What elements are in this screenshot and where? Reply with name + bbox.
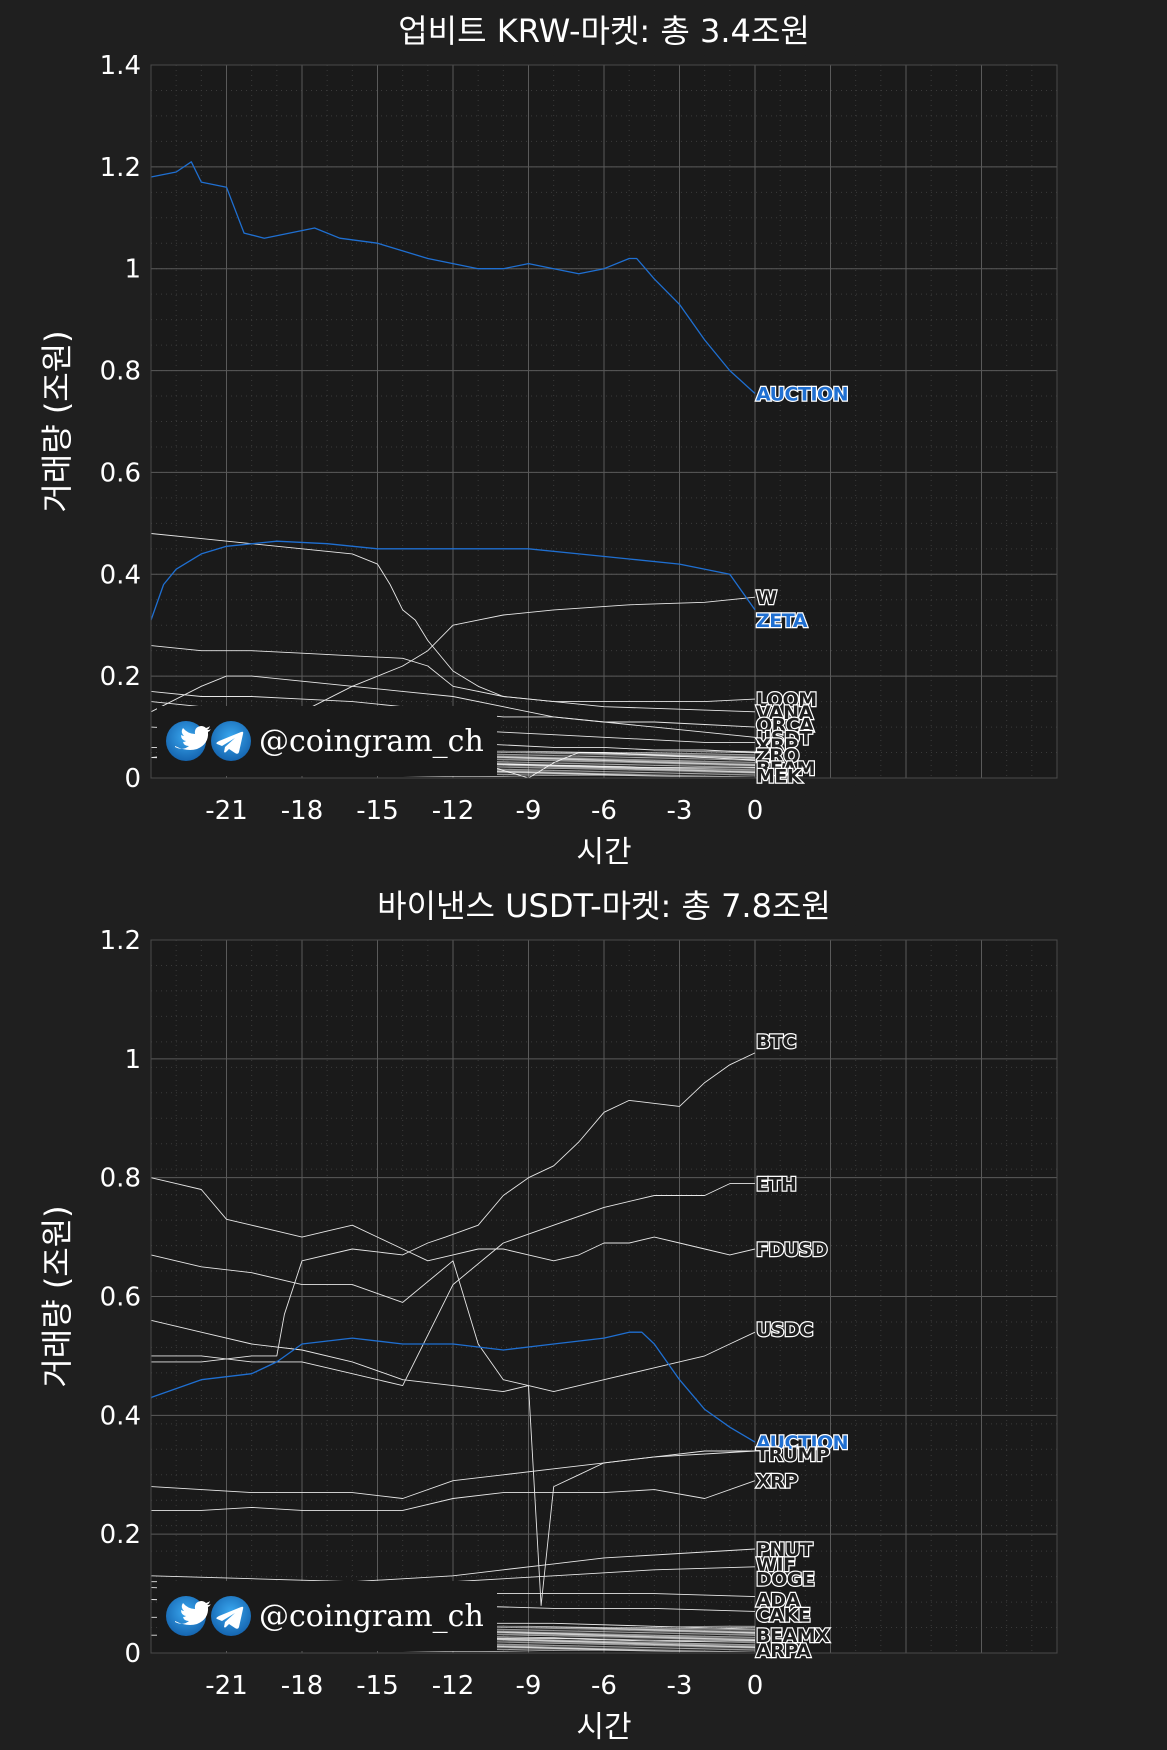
series-label-usdt: USDT <box>756 727 812 749</box>
series-label-btc: BTC <box>756 1031 796 1053</box>
series-label-arpa: ARPA <box>756 1640 811 1662</box>
x-tick-label: -21 <box>205 1671 247 1701</box>
chart-title: 바이낸스 USDT-마켓: 총 7.8조원 <box>377 887 831 925</box>
y-tick-label: 0.6 <box>100 458 141 488</box>
series-line-usdt <box>150 675 756 738</box>
x-tick-label: -15 <box>356 1671 398 1701</box>
chart-title: 업비트 KRW-마켓: 총 3.4조원 <box>398 12 810 50</box>
y-tick-label: 0 <box>124 764 141 794</box>
x-tick-label: -6 <box>591 796 617 826</box>
y-tick-label: 0.2 <box>100 1520 141 1550</box>
series-label-cake: CAKE <box>756 1604 810 1626</box>
series-line-zeta <box>150 540 756 621</box>
axes-frame <box>150 939 1058 1654</box>
series-label-eth: ETH <box>756 1174 796 1196</box>
series-label-auction: AUCTION <box>756 383 848 405</box>
series-line-usdc <box>150 1254 756 1393</box>
x-tick-label: 0 <box>747 796 764 826</box>
x-tick-label: -18 <box>281 1671 323 1701</box>
x-tick-label: -6 <box>591 1671 617 1701</box>
x-tick-label: -12 <box>432 796 474 826</box>
series-line-vana <box>150 645 756 713</box>
x-tick-label: 0 <box>747 1671 764 1701</box>
twitter-icon[interactable] <box>166 721 211 761</box>
x-tick-label: -9 <box>516 1671 542 1701</box>
y-tick-label: 0.4 <box>100 1401 141 1431</box>
y-tick-label: 0.2 <box>100 662 141 692</box>
y-tick-label: 0.6 <box>100 1283 141 1313</box>
series-label-fdusd: FDUSD <box>756 1239 827 1261</box>
x-tick-label: -9 <box>516 796 542 826</box>
series-label-pnut: PNUT <box>756 1539 813 1561</box>
telegram-icon[interactable] <box>211 721 251 761</box>
x-tick-label: -15 <box>356 796 398 826</box>
series-line-xrp <box>150 1450 755 1499</box>
series-line-auction <box>150 161 756 394</box>
series-label-mek: MEK <box>756 765 803 787</box>
y-tick-label: 1.4 <box>100 51 141 81</box>
y-tick-label: 1.2 <box>100 153 141 183</box>
series-label-xrp: XRP <box>756 735 798 757</box>
series-label-auction: AUCTION <box>756 1432 848 1454</box>
axes-frame <box>150 64 1058 779</box>
series-label-usdc: USDC <box>756 1319 813 1341</box>
y-tick-label: 0.8 <box>100 357 141 387</box>
tick-labels: 0 0.2 0.4 0.6 0.8 1 1.2 1.4 -21 -18 -15 -12 -9 -6 -3 0 <box>100 51 764 826</box>
x-tick-label: -3 <box>667 796 693 826</box>
series-label-doge: DOGE <box>756 1569 815 1591</box>
twitter-icon[interactable] <box>166 1596 211 1636</box>
watermark[interactable]: @coingram_ch <box>157 1581 497 1651</box>
x-tick-label: -3 <box>667 1671 693 1701</box>
series-label-beam: BEAM <box>756 758 815 780</box>
watermark-handle: @coingram_ch <box>259 724 484 759</box>
x-tick-label: -18 <box>281 796 323 826</box>
series-label-zro: ZRO <box>756 745 799 767</box>
series-line-btc <box>151 1052 756 1363</box>
series-label-orca: ORCA <box>756 715 814 737</box>
series-line-fdusd <box>150 1177 756 1262</box>
series-label-loom: LOOM <box>756 689 817 711</box>
series-label-trump: TRUMP <box>756 1444 830 1466</box>
watermark-handle: @coingram_ch <box>259 1599 484 1634</box>
series-line-auction <box>150 1331 756 1443</box>
x-tick-label: -21 <box>205 796 247 826</box>
telegram-icon[interactable] <box>211 1596 251 1636</box>
series-label-wif: WIF <box>756 1554 796 1576</box>
series-label-w: W <box>756 587 777 609</box>
minor-series-bundle <box>352 1625 756 1652</box>
tick-labels: 0 0.2 0.4 0.6 0.8 1 1.2 -21 -18 -15 -12 -9 -6 -3 0 <box>100 926 764 1701</box>
series-label-vana: VANA <box>756 702 814 724</box>
x-tick-label: -12 <box>432 1671 474 1701</box>
y-tick-label: 1 <box>124 1045 141 1075</box>
series-label-ada: ADA <box>756 1590 800 1612</box>
x-axis-label: 시간 <box>576 835 631 870</box>
y-tick-label: 1 <box>124 255 141 285</box>
watermark[interactable]: @coingram_ch <box>157 706 497 776</box>
y-tick-label: 1.2 <box>100 926 141 956</box>
series-label-xrp: XRP <box>756 1471 798 1493</box>
y-axis-label: 거래량 (조원) <box>38 1205 76 1387</box>
y-tick-label: 0 <box>124 1639 141 1669</box>
series-line-loom <box>150 533 756 703</box>
x-axis-label: 시간 <box>576 1710 631 1745</box>
y-tick-label: 0.8 <box>100 1164 141 1194</box>
y-axis-label: 거래량 (조원) <box>38 330 76 512</box>
series-label-beamx: BEAMX <box>756 1625 830 1647</box>
series-line-pnut <box>151 1480 756 1511</box>
series-line-eth <box>151 1183 755 1387</box>
series-label-zeta: ZETA <box>756 610 808 632</box>
y-tick-label: 0.4 <box>100 560 141 590</box>
